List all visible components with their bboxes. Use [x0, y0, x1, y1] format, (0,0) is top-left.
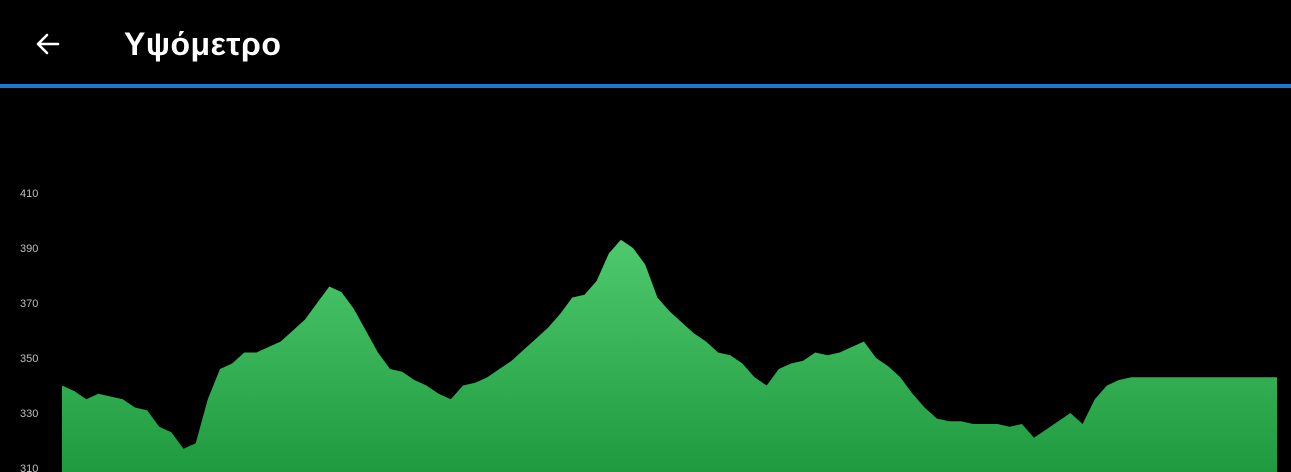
y-axis-ticks: 310 330 350 370 390 410: [20, 188, 38, 472]
y-tick-label: 350: [20, 353, 38, 365]
elevation-chart-svg: 310 330 350 370 390 410: [20, 188, 1277, 472]
arrow-left-icon: [36, 33, 60, 55]
back-button[interactable]: [30, 26, 66, 62]
elevation-area: [62, 239, 1277, 472]
y-tick-label: 390: [20, 243, 38, 255]
page-title: Υψόμετρο: [124, 26, 282, 62]
elevation-chart: 310 330 350 370 390 410: [0, 88, 1291, 472]
y-tick-label: 410: [20, 188, 38, 200]
y-tick-label: 310: [20, 463, 38, 472]
y-tick-label: 370: [20, 298, 38, 310]
y-tick-label: 330: [20, 408, 38, 420]
top-app-bar: Υψόμετρο: [0, 0, 1291, 88]
